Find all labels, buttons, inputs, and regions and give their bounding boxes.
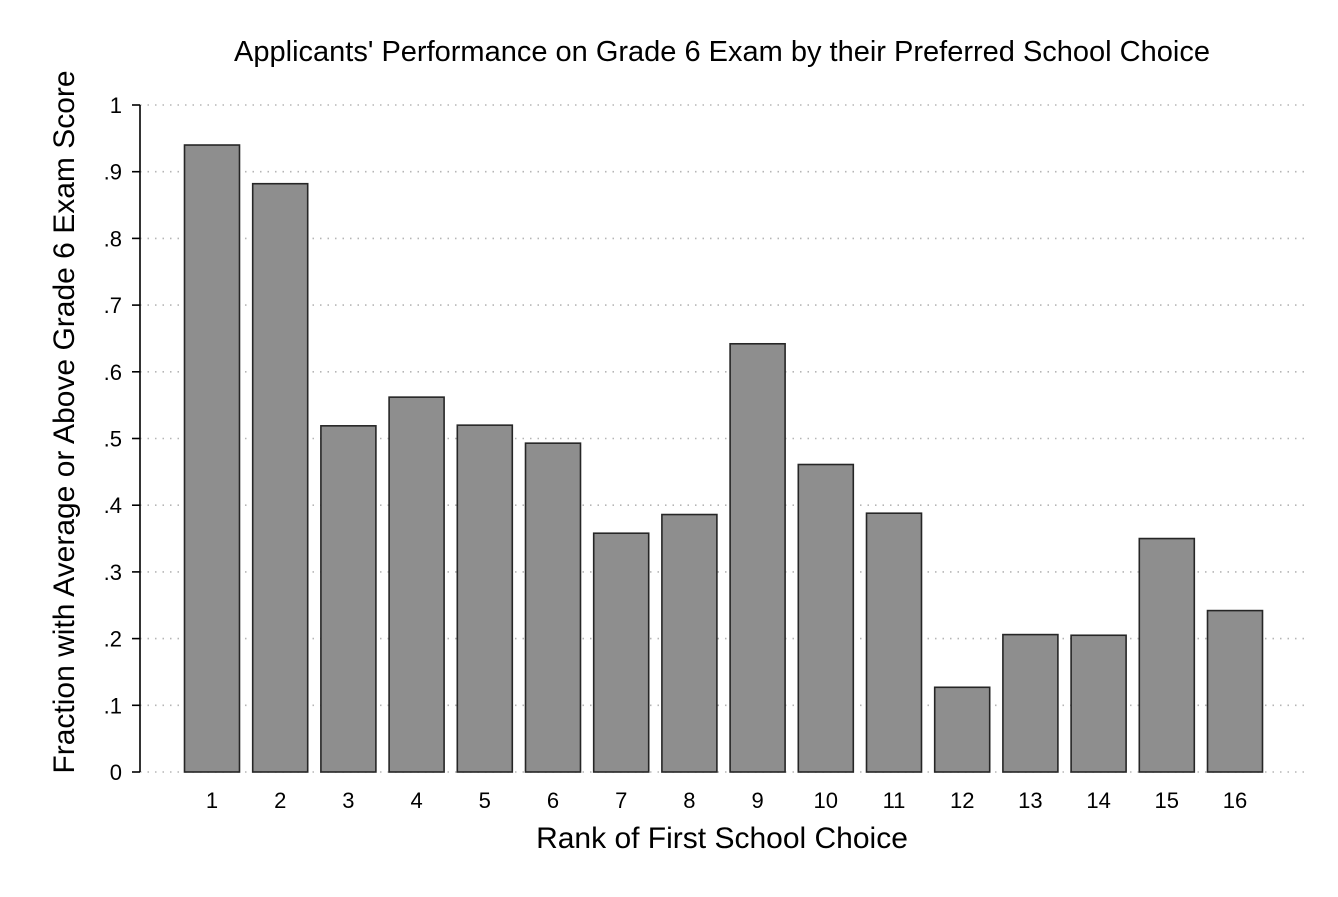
y-tick-label: .2 bbox=[104, 627, 122, 652]
x-tick-label: 15 bbox=[1155, 788, 1179, 813]
chart-title: Applicants' Performance on Grade 6 Exam … bbox=[234, 36, 1210, 68]
x-tick-label: 2 bbox=[274, 788, 286, 813]
bar-16 bbox=[1206, 609, 1264, 773]
bar-6 bbox=[524, 442, 582, 773]
x-tick-label: 16 bbox=[1223, 788, 1247, 813]
y-axis-title: Fraction with Average or Above Grade 6 E… bbox=[48, 70, 81, 773]
bars bbox=[183, 144, 1264, 773]
bar-14 bbox=[1070, 634, 1127, 773]
gridlines bbox=[140, 104, 1308, 773]
x-tick-label: 7 bbox=[615, 788, 627, 813]
bar-12 bbox=[933, 686, 991, 773]
x-tick-label: 12 bbox=[950, 788, 974, 813]
x-tick-label: 5 bbox=[479, 788, 491, 813]
x-tick-label: 4 bbox=[410, 788, 422, 813]
bar-4 bbox=[388, 396, 445, 773]
bar-9 bbox=[729, 342, 786, 773]
y-tick-label: .7 bbox=[104, 293, 122, 318]
x-tick-label: 3 bbox=[342, 788, 354, 813]
y-tick-label: .6 bbox=[104, 360, 122, 385]
y-tick-label: .1 bbox=[104, 693, 122, 718]
x-tick-label: 1 bbox=[206, 788, 218, 813]
x-tick-label: 9 bbox=[751, 788, 763, 813]
x-tick-label: 6 bbox=[547, 788, 559, 813]
bar-2 bbox=[251, 182, 309, 773]
bar-13 bbox=[1002, 633, 1059, 773]
y-tick-label: 0 bbox=[110, 760, 122, 785]
y-tick-label: .5 bbox=[104, 427, 122, 452]
y-tick-label: .9 bbox=[104, 160, 122, 185]
x-tick-label: 10 bbox=[814, 788, 838, 813]
bar-3 bbox=[320, 425, 377, 773]
x-tick-label: 11 bbox=[883, 788, 906, 813]
x-tick-label: 13 bbox=[1018, 788, 1042, 813]
x-axis-title: Rank of First School Choice bbox=[536, 822, 908, 855]
y-tick-label: .3 bbox=[104, 560, 122, 585]
x-tick-label: 8 bbox=[683, 788, 695, 813]
x-tick-label: 14 bbox=[1086, 788, 1110, 813]
y-tick-label: 1 bbox=[110, 93, 122, 118]
bar-1 bbox=[183, 144, 241, 773]
bar-15 bbox=[1138, 537, 1196, 773]
y-tick-label: .4 bbox=[104, 493, 122, 518]
bar-5 bbox=[456, 424, 514, 773]
bar-8 bbox=[661, 513, 718, 773]
bar-10 bbox=[797, 463, 855, 773]
bar-11 bbox=[865, 512, 923, 773]
bar-7 bbox=[592, 532, 650, 773]
axes: 0.1.2.3.4.5.6.7.8.911 2 3 4 5 6 7 8 9 10 11 12 13 14 1… bbox=[104, 93, 1248, 813]
y-tick-label: .8 bbox=[104, 226, 122, 251]
